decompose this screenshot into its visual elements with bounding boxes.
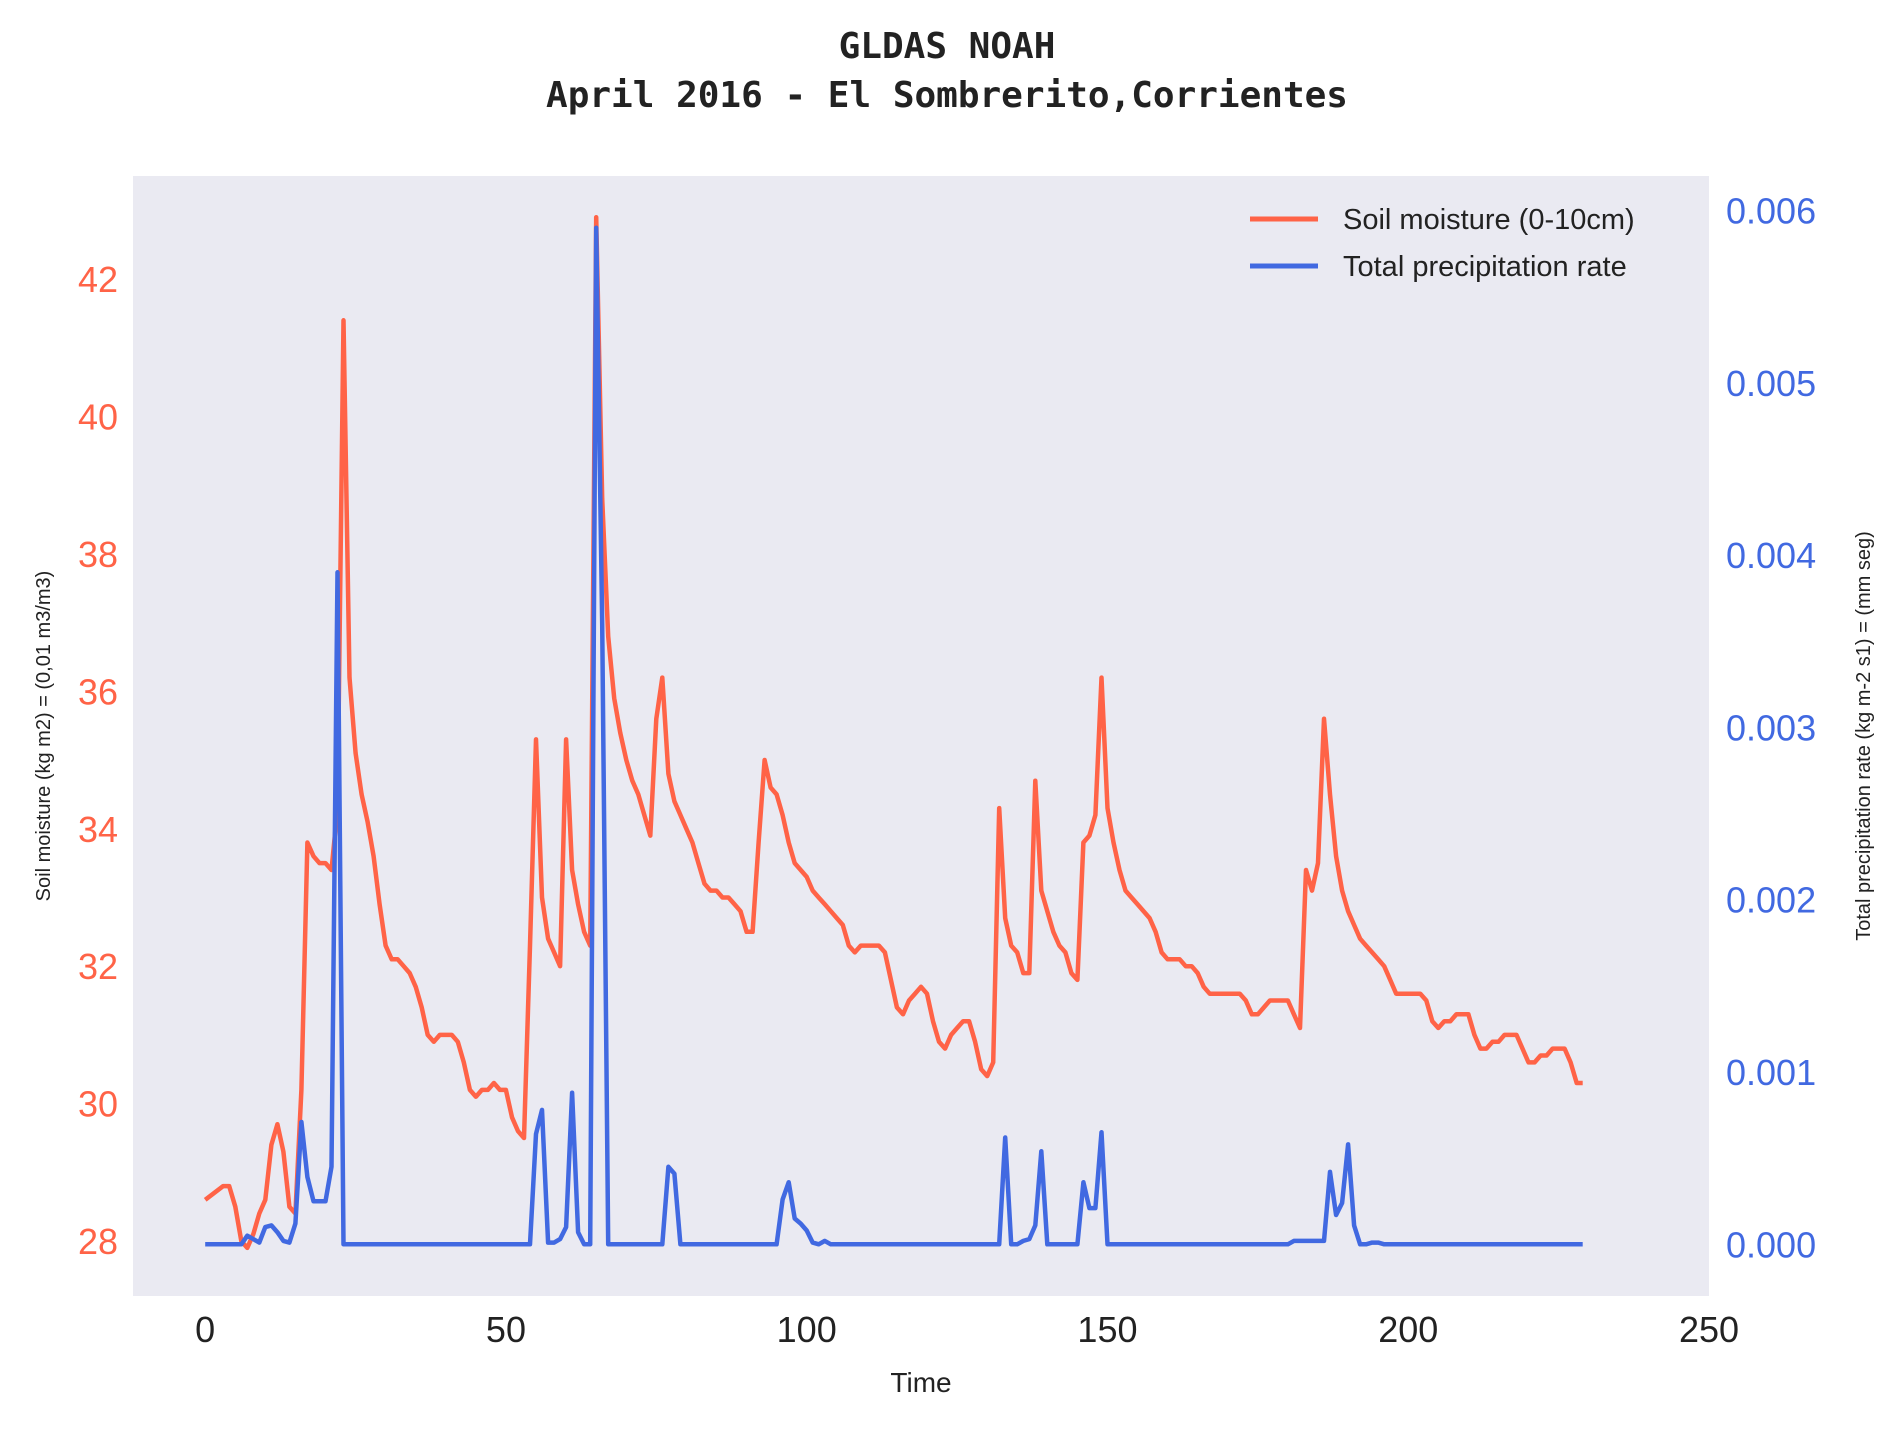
right-y-axis-label: Total precipitation rate (kg m-2 s1) = (…	[1853, 531, 1875, 941]
left-y-tick-label: 28	[78, 1221, 118, 1262]
left-y-tick-label: 38	[78, 534, 118, 575]
legend-label-soil-moisture: Soil moisture (0-10cm)	[1343, 204, 1635, 236]
right-y-tick-label: 0.003	[1726, 707, 1816, 748]
x-tick-label: 50	[486, 1309, 526, 1350]
right-y-axis: 0.000 0.001 0.002 0.003 0.004 0.005 0.006	[1726, 190, 1816, 1265]
right-y-tick-label: 0.005	[1726, 363, 1816, 404]
legend: Soil moisture (0-10cm) Total precipitati…	[1250, 204, 1635, 283]
left-y-tick-label: 36	[78, 671, 118, 712]
right-y-tick-label: 0.004	[1726, 535, 1816, 576]
x-tick-label: 250	[1679, 1309, 1739, 1350]
left-y-tick-label: 34	[78, 809, 118, 850]
left-y-tick-label: 40	[78, 396, 118, 437]
x-tick-label: 200	[1378, 1309, 1438, 1350]
soil-moisture-line	[203, 214, 1583, 1251]
plot-area	[133, 176, 1709, 1296]
chart-subtitle: April 2016 - El Sombrerito,Corrientes	[546, 75, 1348, 116]
x-tick-label: 150	[1077, 1309, 1137, 1350]
left-y-axis: 28 30 32 34 36 38 40 42	[78, 259, 118, 1262]
right-y-tick-label: 0.001	[1726, 1052, 1816, 1093]
left-y-axis-label: Soil moisture (kg m2) = (0,01 m3/m3)	[33, 571, 55, 902]
legend-label-precipitation: Total precipitation rate	[1343, 251, 1627, 283]
x-axis-label: Time	[890, 1367, 951, 1398]
left-y-tick-label: 30	[78, 1084, 118, 1125]
left-y-tick-label: 42	[78, 259, 118, 300]
precipitation-line	[205, 225, 1583, 1247]
right-y-tick-label: 0.000	[1726, 1224, 1816, 1265]
x-axis: 0 50 100 150 200 250	[195, 1309, 1739, 1350]
chart-title: GLDAS NOAH	[839, 26, 1056, 67]
left-y-tick-label: 32	[78, 946, 118, 987]
right-y-tick-label: 0.006	[1726, 190, 1816, 231]
x-tick-label: 0	[195, 1309, 215, 1350]
right-y-tick-label: 0.002	[1726, 880, 1816, 921]
x-tick-label: 100	[777, 1309, 837, 1350]
